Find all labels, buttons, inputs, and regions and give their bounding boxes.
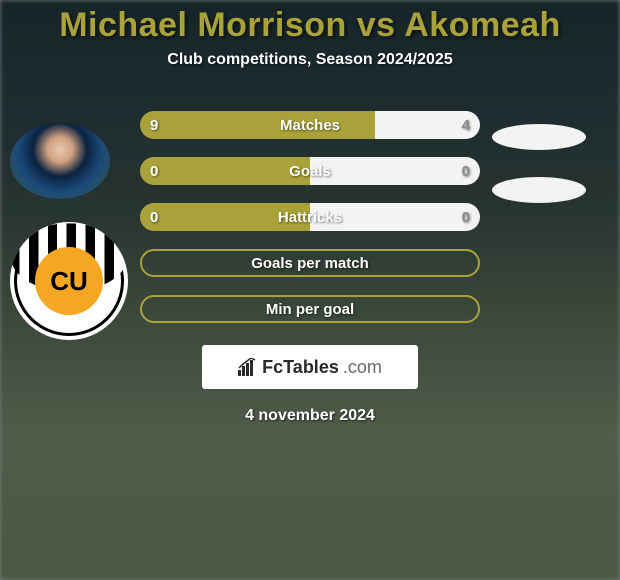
brand-name: FcTables — [262, 357, 339, 378]
stat-row-goals-per-match: Goals per match — [140, 249, 480, 277]
stat-value-left: 9 — [150, 111, 184, 139]
page-subtitle: Club competitions, Season 2024/2025 — [0, 51, 620, 69]
stat-value-left: 0 — [150, 203, 184, 231]
stat-row-goals: Goals0 0 — [140, 157, 480, 185]
date-text: 4 november 2024 — [0, 407, 620, 425]
stat-value-right: 0 — [436, 203, 470, 231]
crest-letters: CU — [50, 266, 88, 297]
branding-box: FcTables.com — [202, 345, 418, 389]
crest-ball: CU — [35, 247, 103, 315]
player1-avatar — [10, 123, 110, 199]
side-pill — [492, 124, 586, 150]
stat-label: Matches — [140, 111, 480, 139]
stat-label: Min per goal — [140, 295, 480, 323]
stat-value-right: 4 — [436, 111, 470, 139]
side-pill — [492, 177, 586, 203]
brand-bars-icon — [238, 358, 258, 376]
stat-value-right: 0 — [436, 157, 470, 185]
stat-label: Goals per match — [140, 249, 480, 277]
content-area: Michael Morrison vs Akomeah Club competi… — [0, 0, 620, 580]
player2-crest: CU — [10, 222, 128, 340]
stat-row-min-per-goal: Min per goal — [140, 295, 480, 323]
stat-value-left: 0 — [150, 157, 184, 185]
stat-label: Hattricks — [140, 203, 480, 231]
brand-suffix: .com — [343, 357, 382, 378]
stat-row-hattricks: Hattricks0 0 — [140, 203, 480, 231]
stat-label: Goals — [140, 157, 480, 185]
page-title: Michael Morrison vs Akomeah — [0, 6, 620, 45]
stat-row-matches: Matches9 4 — [140, 111, 480, 139]
